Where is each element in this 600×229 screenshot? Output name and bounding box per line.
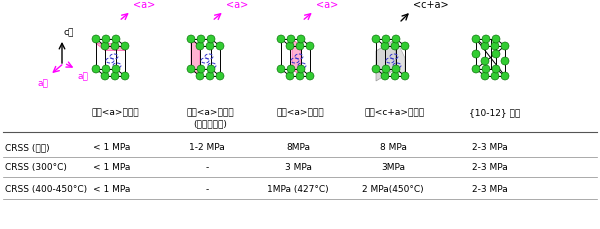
Circle shape	[296, 73, 304, 81]
Circle shape	[501, 58, 509, 66]
Circle shape	[391, 43, 399, 51]
Circle shape	[482, 66, 490, 74]
Circle shape	[206, 43, 214, 51]
Circle shape	[392, 36, 400, 44]
Polygon shape	[191, 40, 200, 77]
Circle shape	[286, 43, 294, 51]
Circle shape	[101, 43, 109, 51]
Circle shape	[501, 43, 509, 51]
Circle shape	[121, 73, 129, 81]
Circle shape	[112, 66, 120, 74]
Circle shape	[491, 43, 499, 51]
Circle shape	[111, 43, 119, 51]
Text: 3 MPa: 3 MPa	[284, 163, 311, 172]
Circle shape	[306, 43, 314, 51]
Circle shape	[277, 36, 285, 44]
Text: CRSS (300°C): CRSS (300°C)	[5, 163, 67, 172]
Text: CRSS (常温): CRSS (常温)	[5, 143, 50, 152]
Polygon shape	[376, 40, 396, 82]
Text: -: -	[205, 185, 209, 194]
Text: a軸: a軸	[37, 79, 48, 88]
Circle shape	[286, 73, 294, 81]
Text: 8MPa: 8MPa	[286, 143, 310, 152]
Text: 8 MPa: 8 MPa	[380, 143, 406, 152]
Text: <a>: <a>	[226, 0, 248, 10]
Circle shape	[492, 51, 500, 59]
Text: < 1 MPa: < 1 MPa	[94, 143, 131, 152]
Text: 2-3 MPa: 2-3 MPa	[472, 185, 508, 194]
Circle shape	[306, 73, 314, 81]
Circle shape	[121, 43, 129, 51]
Circle shape	[472, 66, 480, 74]
Text: 1MPa (427°C): 1MPa (427°C)	[267, 185, 329, 194]
Circle shape	[401, 43, 409, 51]
Circle shape	[381, 43, 389, 51]
Circle shape	[481, 43, 489, 51]
Text: 柱面<a>すべり
(交差すべり): 柱面<a>すべり (交差すべり)	[186, 108, 234, 128]
Circle shape	[111, 73, 119, 81]
Circle shape	[206, 73, 214, 81]
Text: 錐面<c+a>すべり: 錐面<c+a>すべり	[365, 108, 425, 117]
Circle shape	[401, 73, 409, 81]
Circle shape	[501, 73, 509, 81]
Circle shape	[187, 66, 195, 74]
Circle shape	[472, 36, 480, 44]
Circle shape	[197, 66, 205, 74]
Circle shape	[102, 66, 110, 74]
Text: CRSS (400-450°C): CRSS (400-450°C)	[5, 185, 87, 194]
Circle shape	[481, 73, 489, 81]
Text: 底面<a>すべり: 底面<a>すべり	[91, 108, 139, 117]
Circle shape	[492, 36, 500, 44]
Polygon shape	[292, 40, 301, 77]
Circle shape	[277, 66, 285, 74]
Text: -: -	[205, 163, 209, 172]
Circle shape	[112, 36, 120, 44]
Text: 1-2 MPa: 1-2 MPa	[189, 143, 225, 152]
Circle shape	[102, 36, 110, 44]
Text: <a>: <a>	[316, 0, 338, 10]
Text: 2-3 MPa: 2-3 MPa	[472, 163, 508, 172]
Circle shape	[92, 66, 100, 74]
Circle shape	[196, 43, 204, 51]
Polygon shape	[396, 40, 405, 77]
Circle shape	[491, 73, 499, 81]
Circle shape	[216, 73, 224, 81]
Polygon shape	[96, 44, 125, 51]
Text: 2-3 MPa: 2-3 MPa	[472, 143, 508, 152]
Text: {10-12} 双晶: {10-12} 双晶	[469, 108, 521, 117]
Circle shape	[92, 36, 100, 44]
Circle shape	[391, 73, 399, 81]
Circle shape	[216, 43, 224, 51]
Circle shape	[296, 43, 304, 51]
Circle shape	[482, 36, 490, 44]
Text: < 1 MPa: < 1 MPa	[94, 185, 131, 194]
Circle shape	[382, 66, 390, 74]
Circle shape	[381, 73, 389, 81]
Circle shape	[197, 36, 205, 44]
Circle shape	[392, 66, 400, 74]
Circle shape	[187, 36, 195, 44]
Circle shape	[472, 51, 480, 59]
Text: a軸: a軸	[78, 72, 89, 81]
Circle shape	[101, 73, 109, 81]
Text: 3MPa: 3MPa	[381, 163, 405, 172]
Circle shape	[297, 36, 305, 44]
Circle shape	[382, 36, 390, 44]
Circle shape	[207, 66, 215, 74]
Circle shape	[481, 58, 489, 66]
Text: 2 MPa(450°C): 2 MPa(450°C)	[362, 185, 424, 194]
Text: <a>: <a>	[133, 0, 155, 10]
Circle shape	[287, 36, 295, 44]
Text: < 1 MPa: < 1 MPa	[94, 163, 131, 172]
Circle shape	[207, 36, 215, 44]
Circle shape	[492, 66, 500, 74]
Circle shape	[372, 36, 380, 44]
Circle shape	[287, 66, 295, 74]
Text: c軸: c軸	[64, 28, 74, 37]
Circle shape	[196, 73, 204, 81]
Circle shape	[297, 66, 305, 74]
Text: 柱面<a>すべり: 柱面<a>すべり	[276, 108, 324, 117]
Circle shape	[372, 66, 380, 74]
Text: <c+a>: <c+a>	[413, 0, 449, 10]
